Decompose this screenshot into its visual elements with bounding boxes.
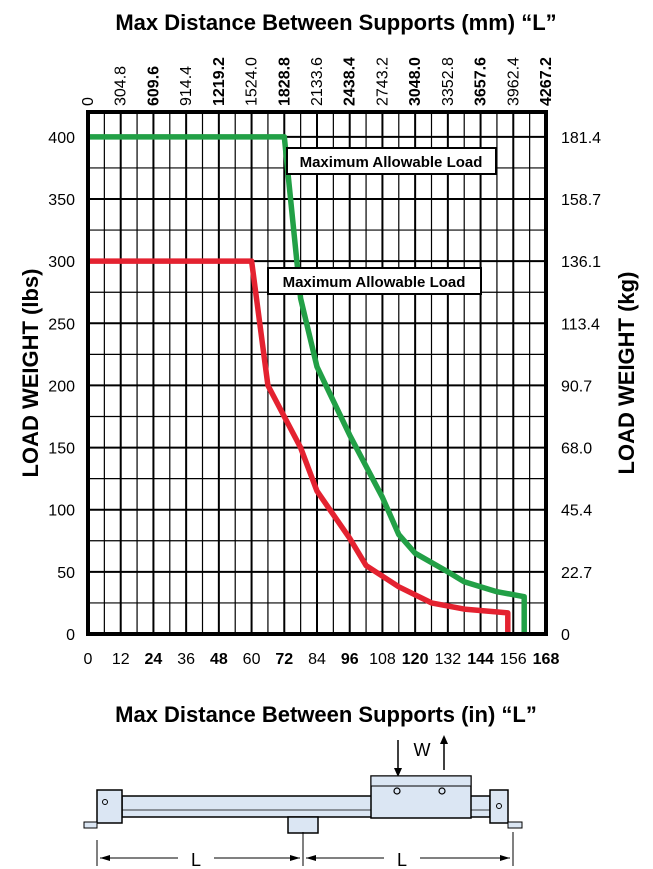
middle-support (287, 816, 319, 834)
bottom-axis-tick-labels: 0 12 24 36 48 60 72 84 96 108 120 132 144 156 168 (84, 651, 560, 668)
y-tick-label-left: 0 (66, 627, 75, 644)
y-tick-label-right: 158.7 (561, 192, 601, 209)
actuator-diagram: W L L (83, 735, 523, 869)
x-tick-label-bottom: 48 (210, 651, 228, 668)
dim-arrow-right-end (500, 855, 510, 861)
x-tick-label-bottom: 156 (500, 651, 527, 668)
force-label: W (414, 740, 431, 760)
y-tick-label-left: 300 (48, 254, 75, 271)
x-tick-label-top: 3657.6 (473, 57, 490, 106)
y-tick-label-left: 150 (48, 441, 75, 458)
span-label-left: L (191, 850, 201, 869)
x-tick-label-bottom: 96 (341, 651, 359, 668)
x-tick-label-bottom: 12 (112, 651, 130, 668)
x-tick-label-top: 4267.2 (538, 57, 555, 106)
x-tick-label-bottom: 108 (369, 651, 396, 668)
y-tick-label-left: 200 (48, 378, 75, 395)
x-tick-label-bottom: 168 (533, 651, 560, 668)
x-tick-label-top: 2133.6 (309, 57, 326, 106)
legend-label-green: Maximum Allowable Load (300, 154, 483, 171)
x-tick-label-top: 1524.0 (244, 57, 261, 106)
y-tick-label-right: 136.1 (561, 254, 601, 271)
y-tick-label-left: 350 (48, 192, 75, 209)
dim-arrow-left-end (290, 855, 300, 861)
y-tick-label-right: 0 (561, 627, 570, 644)
legend-label-red: Maximum Allowable Load (283, 274, 466, 291)
plot-frame (86, 110, 548, 636)
series-line-green (88, 134, 527, 634)
x-tick-label-top: 304.8 (113, 66, 130, 106)
y-tick-label-right: 181.4 (561, 130, 601, 147)
top-axis-tick-labels: 0 304.8 609.6 914.4 1219.2 1524.0 1828.8 2133.6… (80, 57, 555, 106)
y-tick-label-left: 400 (48, 130, 75, 147)
x-tick-label-bottom: 36 (177, 651, 195, 668)
x-tick-label-top: 0 (80, 97, 97, 106)
legend-box-red (267, 267, 482, 295)
x-tick-label-bottom: 24 (145, 651, 163, 668)
end-cap-left (96, 789, 123, 824)
force-up-arrowhead (440, 735, 448, 744)
legend-box-green (286, 147, 497, 175)
right-axis-tick-labels: 0 22.7 45.4 68.0 90.7 113.4 136.1 158.7 181.4 (561, 130, 601, 644)
x-tick-label-bottom: 84 (308, 651, 326, 668)
chart-series (88, 134, 527, 634)
force-down-arrowhead (394, 768, 402, 777)
x-tick-label-top: 3962.4 (505, 57, 522, 106)
end-cap-right (489, 789, 509, 824)
x-tick-label-top: 609.6 (145, 66, 162, 106)
series-line-red (88, 258, 511, 634)
y-tick-label-right: 68.0 (561, 441, 592, 458)
end-cap-left-hole (102, 799, 108, 805)
x-tick-label-top: 1828.8 (276, 57, 293, 106)
x-tick-label-top: 2438.4 (342, 57, 359, 106)
dim-arrow-right-start (306, 855, 316, 861)
y-tick-label-left: 250 (48, 316, 75, 333)
x-tick-label-top: 2743.2 (374, 57, 391, 106)
x-axis-title: Max Distance Between Supports (in) “L” (115, 702, 537, 727)
dim-arrow-left-start (100, 855, 110, 861)
x-tick-label-bottom: 72 (275, 651, 293, 668)
y-tick-label-right: 90.7 (561, 378, 592, 395)
legend-red: Maximum Allowable Load (267, 267, 482, 295)
left-axis-tick-labels: 0 50 100 150 200 250 300 350 400 (48, 130, 75, 644)
span-label-right: L (397, 850, 407, 869)
carriage-hole-right (438, 787, 446, 795)
y-tick-label-left: 100 (48, 503, 75, 520)
x-tick-label-top: 1219.2 (211, 57, 228, 106)
x-tick-label-top: 3352.8 (440, 57, 457, 106)
x-tick-label-top: 914.4 (178, 66, 195, 106)
foot-left (83, 821, 98, 829)
x-tick-label-bottom: 144 (467, 651, 494, 668)
x-tick-label-bottom: 60 (243, 651, 261, 668)
y-axis-title-right: LOAD WEIGHT (kg) (614, 272, 639, 475)
legend-green: Maximum Allowable Load (286, 147, 497, 175)
x-tick-label-top: 3048.0 (407, 57, 424, 106)
x-tick-label-bottom: 132 (435, 651, 462, 668)
foot-right (507, 821, 523, 829)
y-tick-label-right: 22.7 (561, 565, 592, 582)
y-axis-title-left: LOAD WEIGHT (lbs) (18, 269, 43, 478)
y-tick-label-left: 50 (57, 565, 75, 582)
chart-top-title: Max Distance Between Supports (mm) “L” (115, 10, 556, 35)
x-tick-label-bottom: 120 (402, 651, 429, 668)
y-tick-label-right: 113.4 (561, 316, 600, 333)
x-tick-label-bottom: 0 (84, 651, 93, 668)
carriage-hole-left (393, 787, 401, 795)
end-cap-right-hole (496, 803, 502, 809)
carriage-top (370, 775, 472, 787)
y-tick-label-right: 45.4 (561, 503, 592, 520)
